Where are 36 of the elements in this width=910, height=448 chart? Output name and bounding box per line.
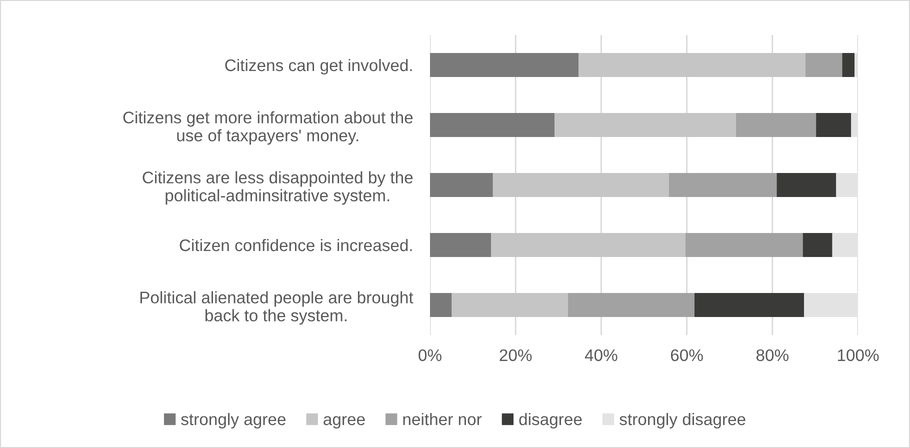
bar	[694, 293, 804, 317]
legend-label: disagree	[519, 412, 582, 429]
bar	[805, 53, 842, 77]
bar	[430, 233, 492, 257]
x-tick-label: 40%	[584, 349, 618, 362]
bar	[430, 173, 493, 197]
x-tick-label: 100%	[838, 349, 879, 362]
legend-label: strongly disagree	[620, 412, 746, 429]
bar	[578, 53, 806, 77]
bar	[491, 233, 686, 257]
x-tick-label: 80%	[756, 349, 788, 362]
x-tick-label: 60%	[670, 349, 703, 362]
bar	[430, 53, 579, 77]
y-tick-label: Citizens are less disappointed by the political-adminsitrative system.	[142, 171, 413, 205]
bar	[816, 113, 852, 137]
bar	[568, 293, 695, 317]
bar	[776, 173, 836, 197]
legend-label: agree	[324, 416, 365, 429]
legend-label: neither nor	[403, 412, 482, 426]
bar	[736, 113, 816, 137]
legend-label: strongly agree	[181, 412, 286, 429]
y-tick-label: Citizens get more information about the use of taxpayers' money.	[123, 111, 413, 145]
x-tick-label: 0%	[418, 349, 442, 362]
bar	[452, 293, 568, 317]
bar	[430, 113, 555, 137]
bar	[668, 173, 777, 197]
y-tick-label: Citizen confidence is increased.	[180, 238, 412, 252]
x-tick-label: 20%	[500, 349, 532, 362]
y-tick-label: Political alienated people are brought back to the system.	[140, 291, 414, 325]
bar	[430, 293, 452, 317]
bar	[554, 113, 736, 137]
y-tick-label: Citizens can get involved.	[225, 58, 412, 74]
bar	[842, 53, 855, 77]
bar	[686, 233, 803, 257]
bar	[492, 173, 669, 197]
bar	[802, 233, 832, 257]
